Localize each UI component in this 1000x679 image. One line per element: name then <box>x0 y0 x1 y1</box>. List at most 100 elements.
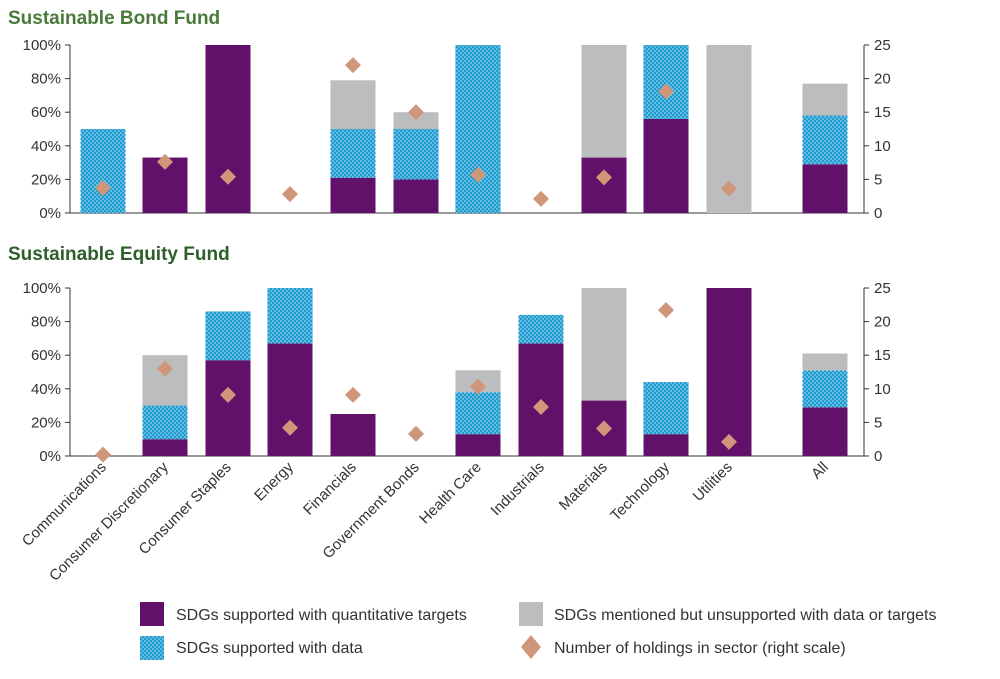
bar-supported-with-data <box>643 45 689 119</box>
left-tick-label: 0% <box>39 448 61 465</box>
bar-quantitative-targets <box>643 434 689 456</box>
right-tick-label: 15 <box>874 347 891 364</box>
bar-mentioned-unsupported <box>393 112 439 129</box>
bar-mentioned-unsupported <box>581 45 627 158</box>
holdings-diamond <box>345 386 361 403</box>
holdings-diamond <box>282 186 298 203</box>
legend-swatch-diamond-icon <box>521 635 541 659</box>
bar-mentioned-unsupported <box>802 353 848 371</box>
right-tick-label: 10 <box>874 138 891 155</box>
left-tick-label: 80% <box>31 71 61 88</box>
bar-supported-with-data <box>643 382 689 435</box>
legend-label-data: SDGs supported with data <box>176 640 363 657</box>
category-label: Industrials <box>487 459 547 519</box>
bar-supported-with-data <box>330 129 376 178</box>
holdings-diamond <box>220 386 236 403</box>
bar-quantitative-targets <box>802 407 848 456</box>
bar-quantitative-targets <box>393 179 439 213</box>
bond-fund-title: Sustainable Bond Fund <box>8 8 220 29</box>
holdings-diamond <box>470 378 486 395</box>
holdings-diamond <box>721 433 737 450</box>
right-tick-label: 0 <box>874 448 882 465</box>
bar-quantitative-targets <box>267 343 313 456</box>
left-tick-label: 20% <box>31 171 61 188</box>
bar-mentioned-unsupported <box>581 288 627 401</box>
holdings-diamond <box>533 190 549 207</box>
holdings-diamond <box>157 360 173 377</box>
category-label: Health Care <box>416 459 485 528</box>
legend-label-mentioned: SDGs mentioned but unsupported with data… <box>554 607 936 624</box>
bar-supported-with-data <box>393 129 439 180</box>
holdings-diamond <box>408 104 424 121</box>
bar-quantitative-targets <box>643 118 689 213</box>
holdings-diamond <box>658 83 674 100</box>
left-tick-label: 40% <box>31 381 61 398</box>
category-label: Consumer Discretionary <box>46 458 172 584</box>
left-tick-label: 100% <box>23 37 61 54</box>
legend-label-holdings: Number of holdings in sector (right scal… <box>554 640 846 657</box>
bar-supported-with-data <box>142 405 188 440</box>
left-tick-label: 80% <box>31 314 61 331</box>
bar-mentioned-unsupported <box>802 83 848 116</box>
bar-quantitative-targets <box>330 177 376 213</box>
holdings-diamond <box>658 302 674 319</box>
legend: SDGs supported with quantitative targets… <box>140 602 936 660</box>
bar-supported-with-data <box>80 129 126 213</box>
equity-fund-panel: 0% 20% 40% 60% 80% 100% 0 5 10 15 20 25 <box>23 280 891 465</box>
right-tick-label: 5 <box>874 171 882 188</box>
holdings-diamond <box>596 420 612 437</box>
left-tick-label: 60% <box>31 347 61 364</box>
bar-supported-with-data <box>205 311 251 361</box>
bar-quantitative-targets <box>205 45 251 213</box>
holdings-diamond <box>95 446 111 463</box>
holdings-diamond <box>408 425 424 442</box>
bar-quantitative-targets <box>142 439 188 456</box>
holdings-diamond <box>157 153 173 170</box>
right-tick-label: 15 <box>874 104 891 121</box>
legend-label-quantitative: SDGs supported with quantitative targets <box>176 607 467 624</box>
category-label: All <box>808 459 832 483</box>
category-label: Materials <box>556 459 611 514</box>
category-label: Technology <box>607 458 673 524</box>
category-label: Energy <box>251 458 297 504</box>
bar-quantitative-targets <box>802 164 848 213</box>
bar-mentioned-unsupported <box>330 80 376 129</box>
bar-supported-with-data <box>267 288 313 344</box>
category-label: Utilities <box>690 459 736 505</box>
legend-swatch-data <box>140 636 164 660</box>
right-tick-label: 10 <box>874 381 891 398</box>
holdings-diamond <box>596 169 612 186</box>
holdings-diamond <box>282 419 298 436</box>
right-tick-label: 0 <box>874 205 882 222</box>
bar-supported-with-data <box>455 45 501 213</box>
holdings-diamond <box>220 168 236 185</box>
right-tick-label: 20 <box>874 71 891 88</box>
bar-quantitative-targets <box>455 434 501 456</box>
holdings-diamond <box>470 166 486 183</box>
category-label: Financials <box>300 459 360 519</box>
equity-fund-title: Sustainable Equity Fund <box>8 244 230 265</box>
right-tick-label: 5 <box>874 414 882 431</box>
left-tick-label: 0% <box>39 205 61 222</box>
bar-quantitative-targets <box>330 414 376 456</box>
left-tick-label: 40% <box>31 138 61 155</box>
left-tick-label: 60% <box>31 104 61 121</box>
holdings-diamond <box>533 398 549 415</box>
bar-supported-with-data <box>802 370 848 408</box>
left-tick-label: 100% <box>23 280 61 297</box>
bond-fund-panel: 0% 20% 40% 60% 80% 100% 0 5 10 15 20 25 <box>23 37 891 222</box>
bar-quantitative-targets <box>706 288 752 456</box>
holdings-diamond <box>345 57 361 74</box>
holdings-diamond <box>721 180 737 197</box>
bar-supported-with-data <box>455 392 501 435</box>
right-tick-label: 25 <box>874 280 891 297</box>
bar-supported-with-data <box>518 314 564 344</box>
holdings-diamond <box>95 180 111 197</box>
legend-swatch-mentioned <box>519 602 543 626</box>
right-tick-label: 25 <box>874 37 891 54</box>
left-tick-label: 20% <box>31 414 61 431</box>
legend-swatch-quantitative <box>140 602 164 626</box>
bar-quantitative-targets <box>205 360 251 456</box>
